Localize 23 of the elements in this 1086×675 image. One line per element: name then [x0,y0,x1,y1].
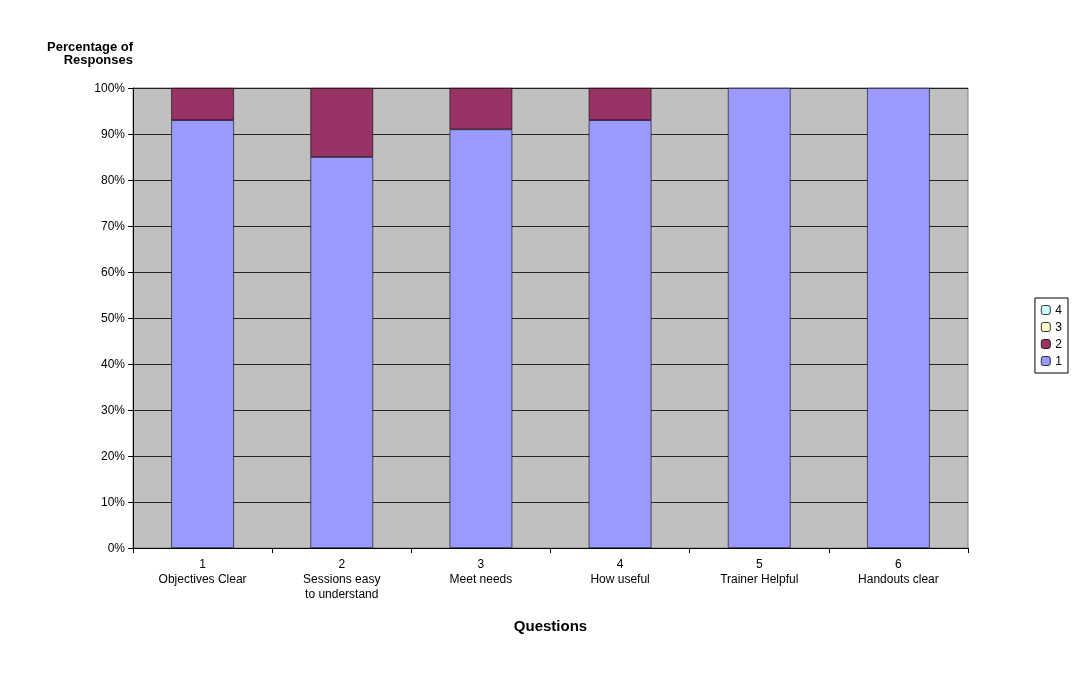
y-axis-title: Percentage of Responses [47,39,134,67]
x-tick-label: 1 Objectives Clear [158,556,247,586]
y-tick-label: 40% [100,357,126,371]
legend-label: 2 [1055,337,1063,351]
x-tick-label: 3 Meet needs [449,556,513,586]
x-tick-label: 5 Trainer Helpful [720,556,799,586]
x-axis-title: Questions [513,617,588,634]
y-tick-label: 0% [107,541,126,555]
y-tick-label: 100% [94,81,126,95]
x-tick-label: 6 Handouts clear [858,556,939,586]
y-tick-label: 50% [100,311,126,325]
y-tick-label: 90% [100,127,126,141]
x-tick-label: 2 Sessions easy to understand [303,556,381,601]
x-tick-label: 4 How useful [590,556,650,586]
legend-label: 4 [1055,303,1063,317]
y-tick-label: 10% [100,495,126,509]
legend-label: 1 [1055,354,1063,368]
y-tick-label: 20% [100,449,126,463]
y-tick-label: 80% [100,173,126,187]
y-tick-label: 60% [100,265,126,279]
y-tick-label: 30% [100,403,126,417]
legend-label: 3 [1055,320,1063,334]
y-tick-label: 70% [100,219,126,233]
